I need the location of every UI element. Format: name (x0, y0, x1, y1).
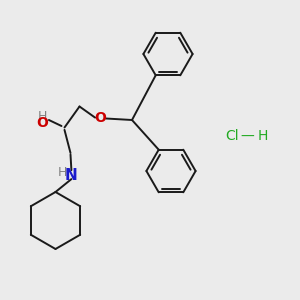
Text: Cl: Cl (226, 130, 239, 143)
Text: H: H (37, 110, 47, 123)
Text: —: — (241, 130, 254, 143)
Text: N: N (65, 168, 78, 183)
Text: H: H (257, 130, 268, 143)
Text: O: O (36, 116, 48, 130)
Text: O: O (94, 112, 106, 125)
Text: H: H (57, 166, 67, 179)
